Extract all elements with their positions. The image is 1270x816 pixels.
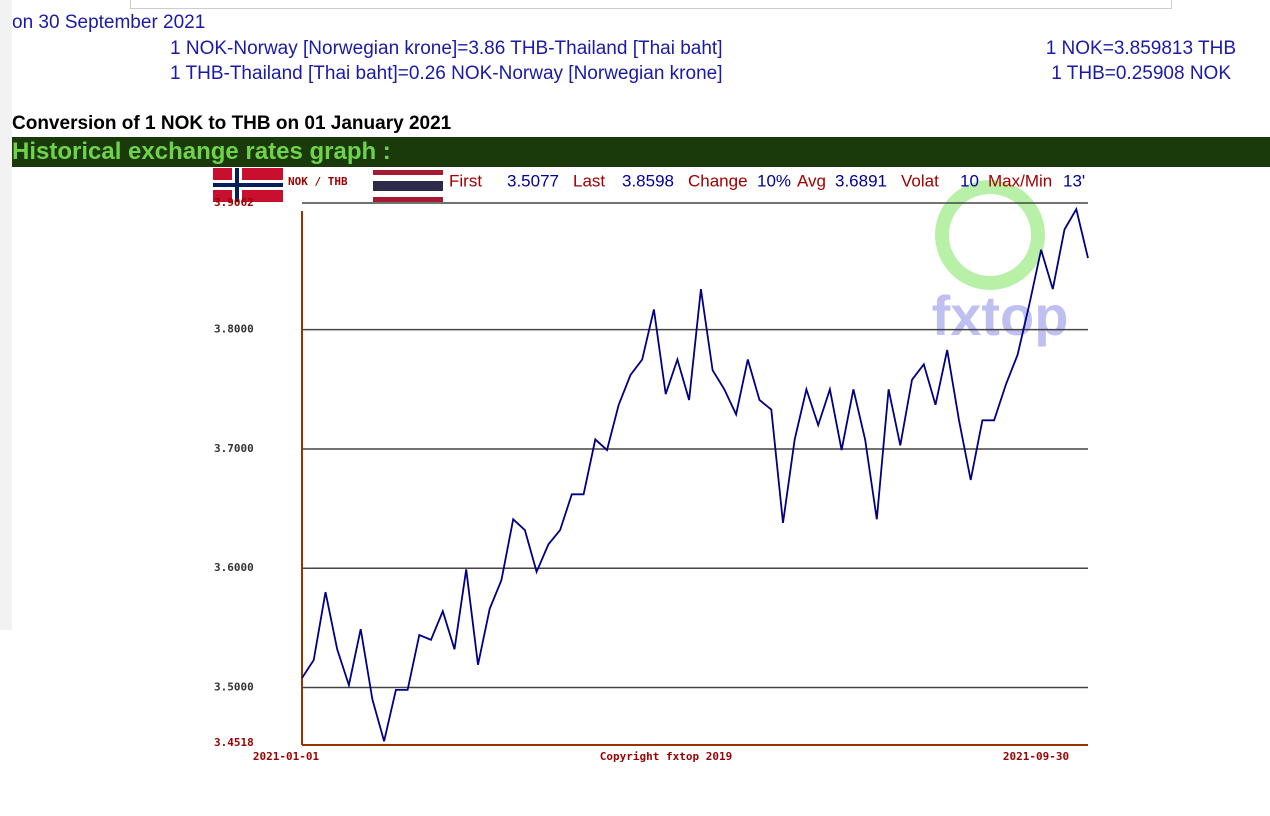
y-tick-label: 3.9062 xyxy=(214,196,254,209)
y-tick-label: 3.5000 xyxy=(214,681,254,694)
side-strip xyxy=(0,0,12,630)
y-tick-label: 3.6000 xyxy=(214,561,254,574)
stat-value: 10% xyxy=(757,171,791,190)
rate-text: 1 THB-Thailand [Thai baht]=0.26 NOK-Norw… xyxy=(170,63,723,84)
stat-label: Volat xyxy=(901,171,939,190)
stat-label: Max/Min xyxy=(988,171,1052,190)
stat-label: Avg xyxy=(797,171,826,190)
copyright: Copyright fxtop 2019 xyxy=(600,750,732,763)
watermark-logo xyxy=(935,180,1045,290)
stat-value: 3.8598 xyxy=(622,171,674,190)
stat-label: Last xyxy=(573,171,605,190)
flag-thailand xyxy=(373,181,443,191)
watermark: fxtop xyxy=(932,284,1069,347)
y-tick-label: 3.4518 xyxy=(214,736,254,749)
rate-line xyxy=(301,206,1089,742)
rate-text: 1 NOK-Norway [Norwegian krone]=3.86 THB-… xyxy=(170,38,723,59)
x-tick-label: 2021-09-30 xyxy=(1003,750,1069,763)
stat-value: 10 xyxy=(960,171,979,190)
stat-label: First xyxy=(449,171,482,190)
input-box xyxy=(130,0,1172,9)
rate-value: 1 THB=0.25908 NOK xyxy=(1051,63,1231,84)
rate-value: 1 NOK=3.859813 THB xyxy=(1045,38,1236,59)
stat-value: 3.5077 xyxy=(507,171,559,190)
x-tick-label: 2021-01-01 xyxy=(253,750,320,763)
date-line: on 30 September 2021 xyxy=(12,12,206,33)
conversion-title: Conversion of 1 NOK to THB on 01 January… xyxy=(12,113,452,134)
clip-cover xyxy=(1090,168,1270,198)
stat-value: 13' xyxy=(1063,171,1085,190)
flag-norway xyxy=(213,183,283,187)
y-tick-label: 3.8000 xyxy=(214,323,254,336)
stat-value: 3.6891 xyxy=(835,171,887,190)
y-tick-label: 3.7000 xyxy=(214,442,254,455)
pair-label: NOK / THB xyxy=(288,175,348,188)
stat-label: Change xyxy=(688,171,748,190)
graph-heading: Historical exchange rates graph : xyxy=(12,137,1270,167)
